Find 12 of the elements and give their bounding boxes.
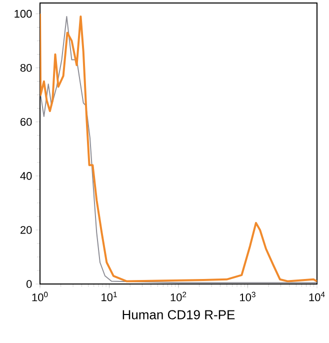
y-tick-label: 60	[20, 118, 32, 126]
x-tick-label: 10$^{2}$	[170, 292, 186, 302]
x-tick-label: 10$^{0}$	[32, 292, 48, 302]
x-axis-title: Human CD19 R-PE	[122, 310, 235, 320]
x-tick-label: 10$^{1}$	[102, 292, 117, 302]
y-tick-label: 80	[20, 64, 32, 72]
y-tick-label: 0	[26, 280, 32, 288]
y-tick-label: 100	[14, 10, 32, 18]
x-tick-label: 10$^{4}$	[309, 292, 325, 302]
x-tick-label: 10$^{3}$	[240, 292, 256, 302]
y-tick-label: 40	[20, 172, 32, 180]
y-tick-label: 20	[20, 226, 32, 234]
